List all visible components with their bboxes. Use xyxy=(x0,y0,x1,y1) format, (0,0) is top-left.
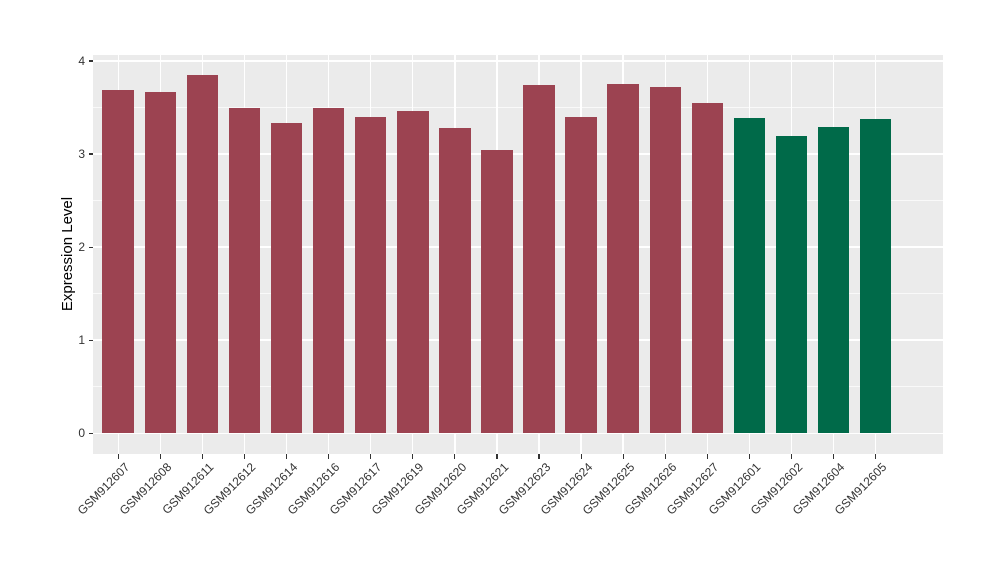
gridline-minor-h xyxy=(93,386,943,388)
gridline-major-h xyxy=(93,153,943,155)
y-tick-mark xyxy=(88,153,93,155)
x-tick-mark xyxy=(748,454,751,459)
chart-panel xyxy=(93,55,943,454)
y-tick-mark xyxy=(88,246,93,248)
bar-GSM912611 xyxy=(186,74,219,434)
x-tick-mark xyxy=(496,454,498,459)
bar-GSM912627 xyxy=(691,102,724,434)
x-tick-mark xyxy=(328,454,330,459)
y-tick-label: 3 xyxy=(78,147,85,162)
y-tick-label: 4 xyxy=(78,54,85,69)
x-tick-mark xyxy=(538,454,540,459)
gridline-major-h xyxy=(93,246,943,248)
bar-GSM912626 xyxy=(649,87,682,434)
gridline-major-h xyxy=(93,432,943,435)
gridline-major-h xyxy=(93,339,943,341)
gridline-minor-h xyxy=(93,200,943,202)
bar-GSM912619 xyxy=(397,111,429,434)
bar-GSM912621 xyxy=(481,150,513,434)
x-tick-mark xyxy=(664,454,666,459)
x-tick-mark xyxy=(875,454,877,459)
x-tick-mark xyxy=(412,454,414,459)
x-tick-mark xyxy=(622,454,624,459)
gridline-major-h xyxy=(93,60,943,62)
x-tick-mark xyxy=(285,454,288,459)
x-tick-mark xyxy=(243,454,246,459)
y-tick-label: 0 xyxy=(78,426,85,441)
bar-GSM912612 xyxy=(228,107,261,434)
bar-GSM912616 xyxy=(312,108,345,434)
x-tick-mark xyxy=(159,454,161,459)
x-tick-mark xyxy=(117,454,119,459)
bar-GSM912602 xyxy=(775,136,808,434)
bar-GSM912605 xyxy=(859,118,892,434)
y-tick-mark xyxy=(88,339,93,341)
x-tick-mark xyxy=(706,454,708,459)
y-tick-mark xyxy=(88,432,93,434)
bar-GSM912624 xyxy=(565,116,597,434)
gridline-minor-h xyxy=(93,293,943,295)
bar-GSM912617 xyxy=(354,116,387,434)
gridline-minor-h xyxy=(93,107,943,109)
y-tick-label: 2 xyxy=(78,240,85,255)
x-tick-mark xyxy=(580,454,582,459)
y-tick-label: 1 xyxy=(78,333,85,348)
x-tick-mark xyxy=(832,454,835,459)
bar-GSM912604 xyxy=(817,127,850,434)
bar-GSM912614 xyxy=(270,123,303,434)
bar-GSM912601 xyxy=(733,117,766,434)
bar-GSM912620 xyxy=(439,128,471,434)
x-tick-mark xyxy=(201,454,203,459)
x-tick-mark xyxy=(454,454,456,459)
bar-GSM912607 xyxy=(102,89,134,434)
bar-GSM912625 xyxy=(607,84,639,434)
y-tick-mark xyxy=(88,60,93,62)
bar-GSM912608 xyxy=(144,91,177,434)
x-tick-mark xyxy=(790,454,793,459)
x-tick-mark xyxy=(370,454,372,459)
bar-GSM912623 xyxy=(523,85,555,434)
